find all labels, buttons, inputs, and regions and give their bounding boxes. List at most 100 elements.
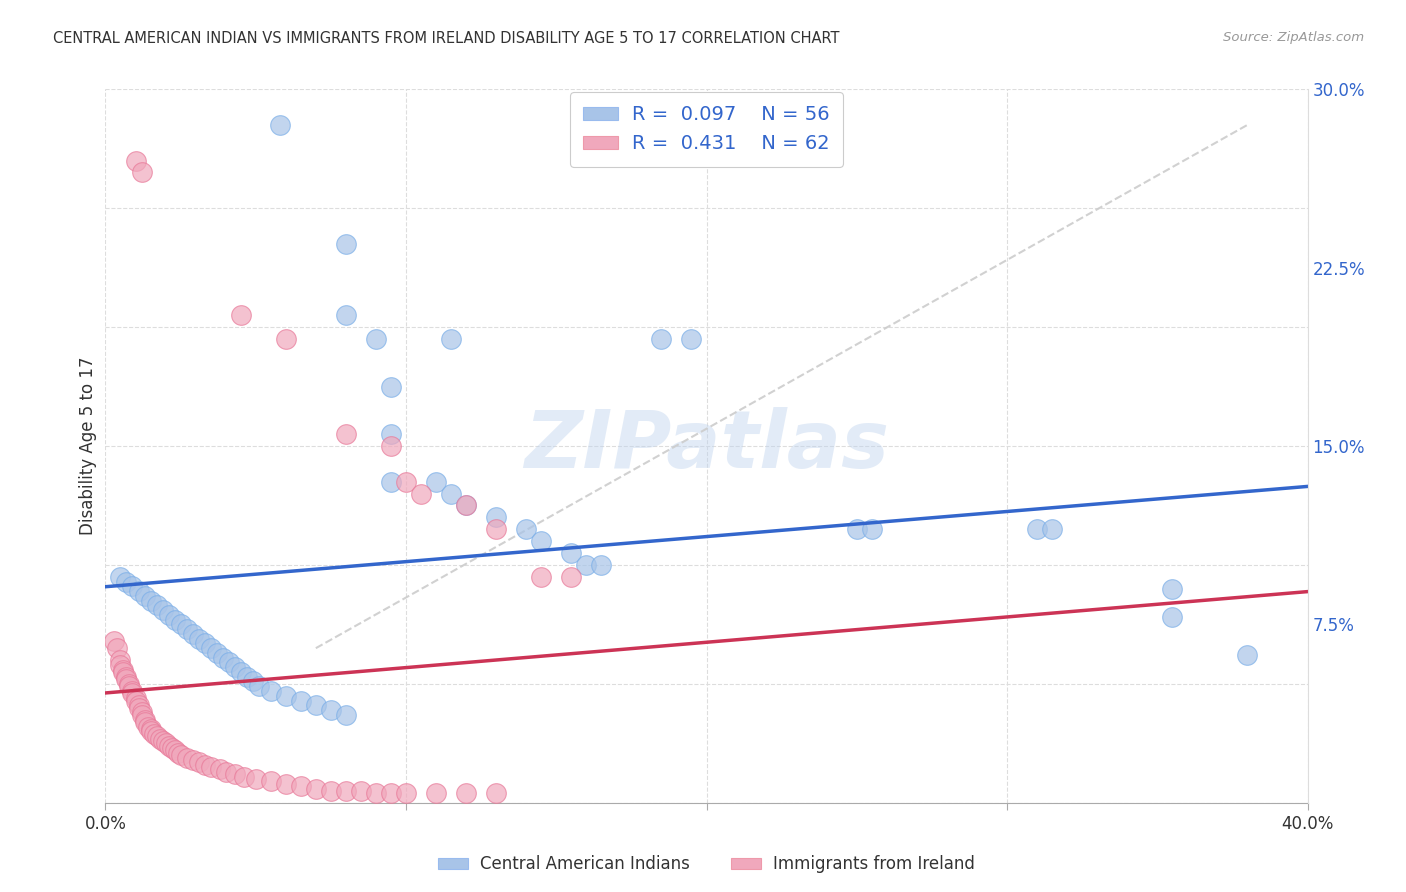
Point [121,579,143,593]
Point [364,332,387,346]
Point [194,636,217,650]
Point [274,689,297,703]
Point [145,729,167,743]
Point [124,691,146,706]
Point [290,693,312,707]
Y-axis label: Disability Age 5 to 17: Disability Age 5 to 17 [79,357,97,535]
Point [845,522,868,536]
Point [274,332,297,346]
Point [152,603,174,617]
Point [425,786,447,800]
Point [115,574,138,589]
Point [110,657,132,672]
Point [335,784,357,798]
Point [181,627,204,641]
Point [112,663,135,677]
Point [560,546,582,560]
Point [187,756,209,770]
Point [591,558,613,572]
Point [194,757,217,772]
Point [139,593,162,607]
Point [110,570,132,584]
Point [134,714,156,729]
Point [380,786,402,800]
Point [335,707,357,722]
Point [290,779,312,793]
Point [157,739,180,753]
Point [395,786,418,800]
Point [169,748,191,763]
Text: Source: ZipAtlas.com: Source: ZipAtlas.com [1223,31,1364,45]
Point [134,713,156,727]
Point [176,750,198,764]
Point [155,736,177,750]
Point [169,617,191,632]
Point [232,770,254,784]
Point [208,763,231,777]
Point [214,764,236,779]
Point [269,118,291,132]
Point [319,703,342,717]
Point [124,693,146,707]
Point [163,613,186,627]
Point [187,632,209,646]
Point [128,698,150,713]
Point [530,570,553,584]
Point [1161,610,1184,624]
Point [121,686,143,700]
Point [118,679,141,693]
Point [1236,648,1258,663]
Point [650,332,672,346]
Point [409,486,432,500]
Point [152,734,174,748]
Point [485,786,508,800]
Point [112,665,135,679]
Point [121,684,143,698]
Point [128,700,150,714]
Legend: Central American Indians, Immigrants from Ireland: Central American Indians, Immigrants fro… [432,849,981,880]
Point [139,722,162,736]
Point [118,677,141,691]
Point [200,760,222,774]
Point [224,767,246,781]
Point [274,777,297,791]
Point [245,772,267,786]
Point [485,522,508,536]
Point [454,499,477,513]
Point [485,510,508,524]
Point [515,522,537,536]
Point [319,784,342,798]
Point [157,607,180,622]
Point [136,720,159,734]
Point [305,698,328,713]
Point [335,427,357,442]
Point [530,534,553,549]
Point [860,522,883,536]
Point [395,475,418,489]
Point [115,670,138,684]
Point [160,741,183,756]
Point [229,665,252,679]
Point [260,774,283,789]
Point [229,308,252,322]
Point [200,641,222,656]
Point [128,584,150,599]
Point [260,684,283,698]
Point [350,784,373,798]
Point [305,781,328,796]
Point [681,332,703,346]
Point [1026,522,1049,536]
Point [335,308,357,322]
Point [211,650,233,665]
Point [131,707,153,722]
Point [142,727,165,741]
Point [335,236,357,251]
Point [454,786,477,800]
Point [134,589,156,603]
Point [242,674,264,689]
Point [425,475,447,489]
Point [176,622,198,636]
Point [1161,582,1184,596]
Point [218,656,240,670]
Point [224,660,246,674]
